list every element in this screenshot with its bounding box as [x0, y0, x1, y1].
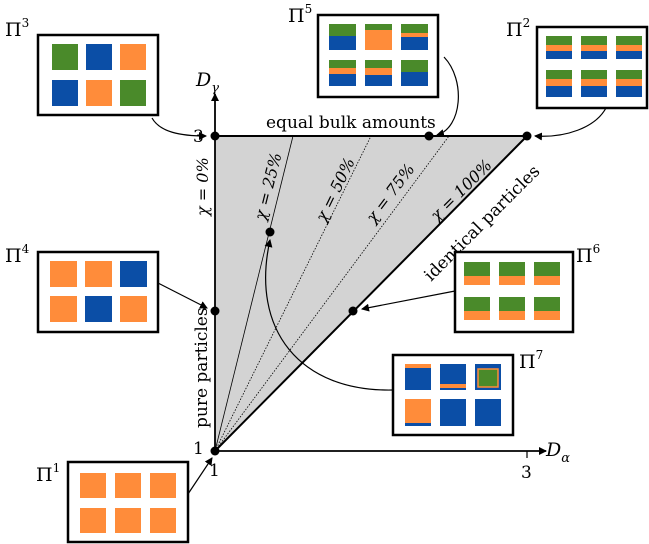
point-origin	[210, 446, 220, 456]
point-left-mid	[210, 306, 220, 316]
panel-pi1-label: Π1	[36, 461, 60, 486]
label-pure-particles: pure particles	[192, 307, 212, 428]
x-axis-label: Dα	[545, 439, 570, 466]
chi-0-label: χ = 0%	[193, 157, 212, 217]
arrow-p2	[534, 107, 607, 141]
label-equal-bulk: equal bulk amounts	[266, 113, 436, 133]
arrow-p4	[157, 282, 208, 309]
arrow-p5	[436, 56, 459, 137]
arrow-p7	[264, 239, 394, 391]
panel-pi4	[36, 250, 160, 334]
panel-pi6-label: Π6	[576, 242, 600, 267]
arrow-p1	[185, 457, 213, 498]
panel-pi6	[453, 250, 575, 334]
x-tick-3: 3	[521, 463, 532, 483]
panel-pi5-label: Π5	[288, 2, 312, 27]
panel-pi7-label: Π7	[519, 348, 543, 373]
point-diagonal	[348, 306, 358, 316]
point-top-right	[522, 131, 532, 141]
panel-pi3-label: Π3	[5, 16, 29, 41]
point-chi25	[265, 227, 275, 237]
y-tick-1: 1	[193, 439, 204, 459]
y-axis-label: Dγ	[195, 69, 219, 96]
panel-pi3	[36, 33, 160, 117]
x-tick-1: 1	[209, 461, 220, 481]
panel-pi2	[535, 25, 649, 110]
panel-pi4-label: Π4	[5, 242, 30, 267]
diagonal-boundary	[214, 135, 528, 452]
arrow-p3	[151, 117, 207, 140]
panel-pi1	[66, 460, 190, 544]
point-top-mid	[424, 131, 434, 141]
panel-pi5	[316, 13, 440, 99]
panel-pi7	[391, 353, 515, 437]
panel-pi2-label: Π2	[506, 16, 530, 41]
point-top-left	[210, 131, 220, 141]
chi-75-line	[214, 135, 450, 452]
arrow-p6	[361, 290, 456, 312]
chi-25-line	[214, 135, 294, 452]
y-tick-3: 3	[193, 127, 204, 147]
